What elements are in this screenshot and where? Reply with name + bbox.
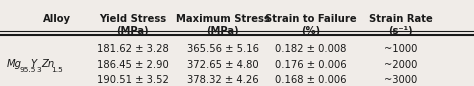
Text: 190.51 ± 3.52: 190.51 ± 3.52 [97,75,169,85]
Text: 186.45 ± 2.90: 186.45 ± 2.90 [97,60,169,70]
Text: 0.176 ± 0.006: 0.176 ± 0.006 [274,60,346,70]
Text: Strain Rate
(s⁻¹): Strain Rate (s⁻¹) [369,14,432,36]
Text: 1.5: 1.5 [52,67,64,73]
Text: 365.56 ± 5.16: 365.56 ± 5.16 [187,44,259,53]
Text: 181.62 ± 3.28: 181.62 ± 3.28 [97,44,169,53]
Text: ~1000: ~1000 [384,44,417,53]
Text: 0.168 ± 0.006: 0.168 ± 0.006 [275,75,346,85]
Text: Maximum Stress
(MPa): Maximum Stress (MPa) [176,14,270,36]
Text: Alloy: Alloy [43,14,71,24]
Text: Zn: Zn [41,59,55,69]
Text: Strain to Failure
(%): Strain to Failure (%) [264,14,356,36]
Text: ~3000: ~3000 [384,75,417,85]
Text: ~2000: ~2000 [384,60,417,70]
Text: Mg: Mg [7,59,22,69]
Text: 372.65 ± 4.80: 372.65 ± 4.80 [187,60,259,70]
Text: 95.5: 95.5 [19,67,36,73]
Text: Yield Stress
(MPa): Yield Stress (MPa) [99,14,166,36]
Text: 378.32 ± 4.26: 378.32 ± 4.26 [187,75,259,85]
Text: 0.182 ± 0.008: 0.182 ± 0.008 [275,44,346,53]
Text: 3: 3 [36,67,41,73]
Text: Y: Y [30,59,36,69]
